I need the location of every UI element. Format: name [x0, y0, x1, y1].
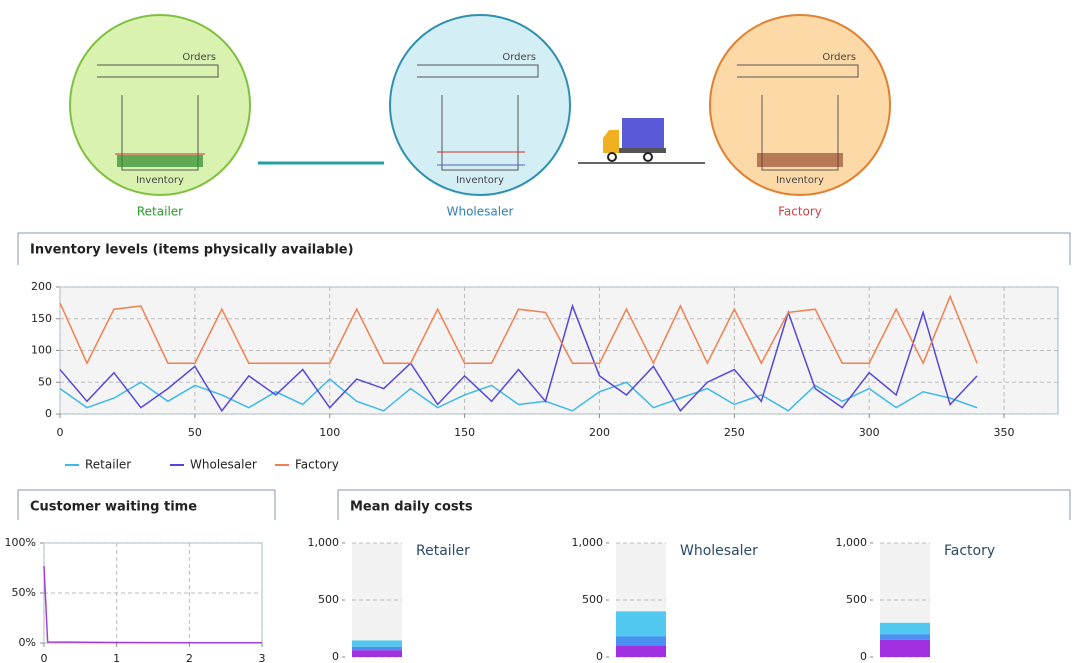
y-tick-label: 1,000 — [836, 536, 868, 549]
y-tick-label: 0% — [19, 636, 36, 649]
series-line — [59, 303, 978, 413]
panel-title: Mean daily costs — [350, 500, 473, 515]
orders-box — [97, 64, 219, 78]
y-tick-label: 0 — [596, 650, 603, 663]
y-tick-label: 150 — [31, 312, 52, 325]
inventory-label: Inventory — [776, 175, 824, 186]
x-tick-label: 1 — [113, 652, 120, 663]
x-tick-label: 0 — [57, 426, 64, 439]
x-tick-label: 0 — [41, 652, 48, 663]
x-tick-label: 300 — [859, 426, 880, 439]
legend-label: Retailer — [85, 458, 131, 472]
y-tick-label: 500 — [318, 593, 339, 606]
y-tick-label: 1,000 — [308, 536, 340, 549]
node-circle — [69, 14, 251, 196]
panel-title: Inventory levels (items physically avail… — [30, 243, 354, 258]
bar-segment — [352, 646, 402, 651]
orders-label: Orders — [502, 52, 536, 63]
panel-title: Customer waiting time — [30, 500, 197, 515]
cargo — [622, 118, 664, 150]
inventory-items — [117, 155, 203, 167]
bar-segment — [616, 636, 666, 646]
bar-segment — [880, 639, 930, 657]
inventory-box — [761, 95, 839, 171]
chassis — [618, 148, 666, 153]
y-tick-label: 500 — [846, 593, 867, 606]
panel-frame — [17, 232, 1071, 265]
inventory-box — [441, 95, 519, 171]
x-tick-label: 100 — [319, 426, 340, 439]
y-tick-label: 0 — [860, 650, 867, 663]
category-label: Wholesaler — [680, 543, 758, 559]
wheel — [643, 152, 653, 162]
y-tick-label: 100% — [5, 536, 36, 549]
retailer-node: Orders Inventory Retailer — [69, 14, 251, 219]
bar-segment — [616, 611, 666, 637]
x-tick-label: 250 — [724, 426, 745, 439]
node-label: Factory — [778, 205, 822, 219]
category-label: Factory — [944, 543, 995, 559]
x-tick-label: 50 — [188, 426, 202, 439]
x-tick-label: 3 — [259, 652, 266, 663]
y-tick-label: 50% — [12, 586, 36, 599]
x-tick-label: 2 — [186, 652, 193, 663]
node-circle — [389, 14, 571, 196]
panel-frame — [17, 489, 276, 520]
series-line — [43, 565, 263, 644]
bar-segment — [616, 645, 666, 657]
node-label: Retailer — [137, 205, 183, 219]
y-tick-label: 500 — [582, 593, 603, 606]
bar-segment — [880, 634, 930, 640]
bar-segment — [880, 622, 930, 635]
node-label: Wholesaler — [447, 205, 514, 219]
wheel — [607, 152, 617, 162]
y-tick-label: 50 — [38, 375, 52, 388]
truck — [578, 118, 705, 164]
y-tick-label: 100 — [31, 344, 52, 357]
series-line — [59, 294, 978, 366]
panel-frame — [337, 489, 1071, 520]
y-tick-label: 1,000 — [572, 536, 604, 549]
cab — [603, 130, 619, 153]
orders-box — [737, 64, 859, 78]
x-tick-label: 200 — [589, 426, 610, 439]
series-line — [59, 378, 978, 412]
legend-label: Wholesaler — [190, 458, 257, 472]
y-tick-label: 200 — [31, 280, 52, 293]
wholesaler-node: Orders Inventory Wholesaler — [389, 14, 571, 219]
legend-label: Factory — [295, 458, 339, 472]
inventory-items — [757, 153, 843, 167]
node-circle — [709, 14, 891, 196]
x-tick-label: 350 — [994, 426, 1015, 439]
orders-label: Orders — [182, 52, 216, 63]
inventory-label: Inventory — [456, 175, 504, 186]
factory-node: Orders Inventory Factory — [709, 14, 891, 219]
y-tick-label: 0 — [45, 407, 52, 420]
y-tick-label: 0 — [332, 650, 339, 663]
inventory-label: Inventory — [136, 175, 184, 186]
bar-segment — [352, 640, 402, 647]
category-label: Retailer — [416, 543, 470, 559]
orders-box — [417, 64, 539, 78]
orders-label: Orders — [822, 52, 856, 63]
inventory-box — [121, 95, 199, 171]
bar-segment — [352, 650, 402, 657]
x-tick-label: 150 — [454, 426, 475, 439]
